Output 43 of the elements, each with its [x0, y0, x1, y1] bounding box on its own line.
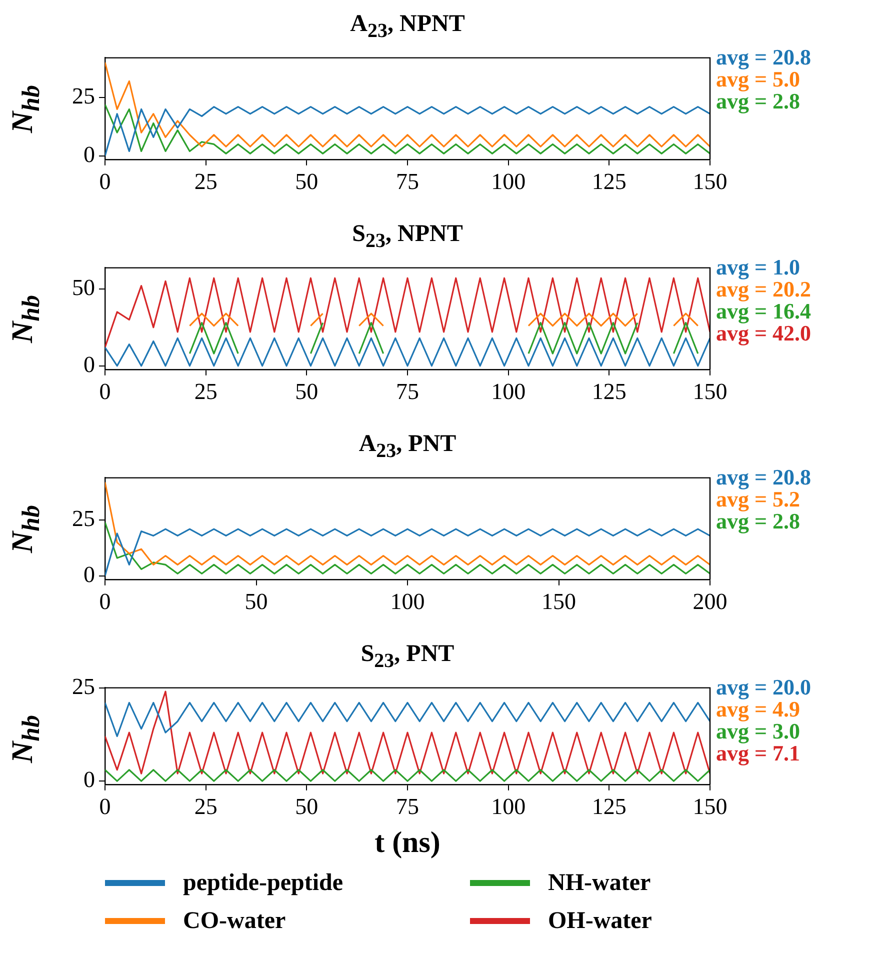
chart-title: S$_{23}$, NPNT: [351, 220, 464, 252]
x-tick-label: 100: [491, 169, 526, 194]
x-tick-label: 0: [99, 794, 111, 820]
chart-title: A$_{23}$, PNT: [358, 430, 458, 462]
y-tick-label: 0: [84, 767, 95, 792]
x-tick-label: 150: [692, 794, 728, 820]
y-tick-label: 0: [84, 562, 95, 587]
x-tick-label: 50: [295, 794, 318, 820]
x-tick-label: 25: [194, 794, 218, 820]
chart-title: A$_{23}$, NPNT: [349, 10, 466, 42]
x-tick-label: 50: [295, 379, 318, 404]
x-tick-label: 75: [396, 169, 419, 194]
legend-label: peptide-peptide: [183, 870, 344, 896]
x-tick-label: 100: [390, 589, 425, 614]
x-tick-label: 150: [542, 589, 576, 614]
x-tick-label: 150: [692, 379, 728, 404]
x-tick-label: 200: [692, 589, 728, 614]
legend-label: OH-water: [548, 908, 652, 934]
y-tick-label: 25: [72, 84, 95, 109]
x-tick-label: 0: [99, 589, 111, 614]
x-tick-label: 75: [396, 379, 419, 404]
y-tick-label: 0: [84, 142, 95, 167]
x-tick-label: 0: [99, 379, 111, 404]
x-tick-label: 125: [592, 794, 626, 820]
x-tick-label: 50: [244, 589, 268, 614]
x-axis-title: t (ns): [374, 826, 440, 859]
x-tick-label: 125: [592, 379, 626, 404]
legend-label: NH-water: [548, 870, 651, 896]
x-tick-label: 25: [194, 379, 218, 404]
y-tick-label: 25: [72, 674, 95, 699]
x-tick-label: 75: [396, 794, 419, 820]
chart-title: S$_{23}$, PNT: [360, 640, 456, 672]
x-tick-label: 100: [491, 794, 526, 820]
x-tick-label: 150: [692, 169, 728, 194]
x-tick-label: 50: [295, 169, 318, 194]
y-tick-label: 0: [84, 352, 95, 377]
x-tick-label: 25: [194, 169, 218, 194]
x-tick-label: 125: [592, 169, 626, 194]
y-tick-label: 25: [72, 506, 95, 532]
legend-label: CO-water: [183, 908, 286, 934]
x-tick-label: 100: [491, 379, 526, 404]
y-tick-label: 50: [72, 274, 95, 300]
x-tick-label: 0: [99, 169, 111, 194]
